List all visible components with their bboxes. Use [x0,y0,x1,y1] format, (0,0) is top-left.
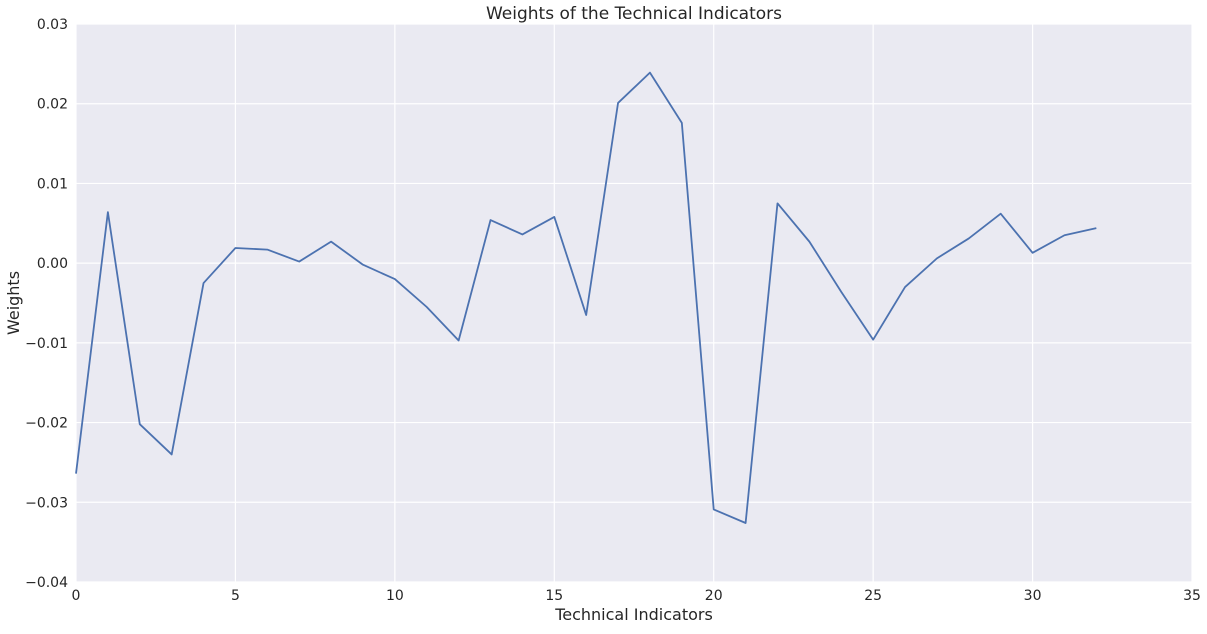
series-layer [75,71,1097,524]
y-tick-label: −0.01 [25,336,68,352]
series-line [75,71,1097,524]
y-tick-label: −0.02 [25,416,68,432]
x-tick-label: 0 [72,588,81,604]
y-tick-label: 0.02 [37,97,68,113]
x-tick-label: 10 [386,588,404,604]
y-tick-label: −0.04 [25,575,68,591]
x-tick-label: 30 [1024,588,1042,604]
y-tick-label: 0.03 [37,17,68,33]
x-tick-labels: 0 5 10 15 20 25 30 35 [72,588,1201,604]
plot-area [76,24,1192,582]
y-tick-label: 0.01 [37,176,68,192]
x-tick-label: 20 [705,588,723,604]
chart-title: Weights of the Technical Indicators [486,4,782,24]
y-tick-labels: −0.04 −0.03 −0.02 −0.01 0.00 0.01 0.02 0.03 [25,17,68,591]
grid-lines [75,23,1193,583]
x-tick-label: 15 [545,588,563,604]
x-axis-label: Technical Indicators [554,605,713,624]
y-axis-label: Weights [4,271,23,335]
y-tick-label: −0.03 [25,495,68,511]
x-tick-label: 25 [864,588,882,604]
y-tick-label: 0.00 [37,256,68,272]
x-tick-label: 35 [1183,588,1201,604]
x-tick-label: 5 [231,588,240,604]
